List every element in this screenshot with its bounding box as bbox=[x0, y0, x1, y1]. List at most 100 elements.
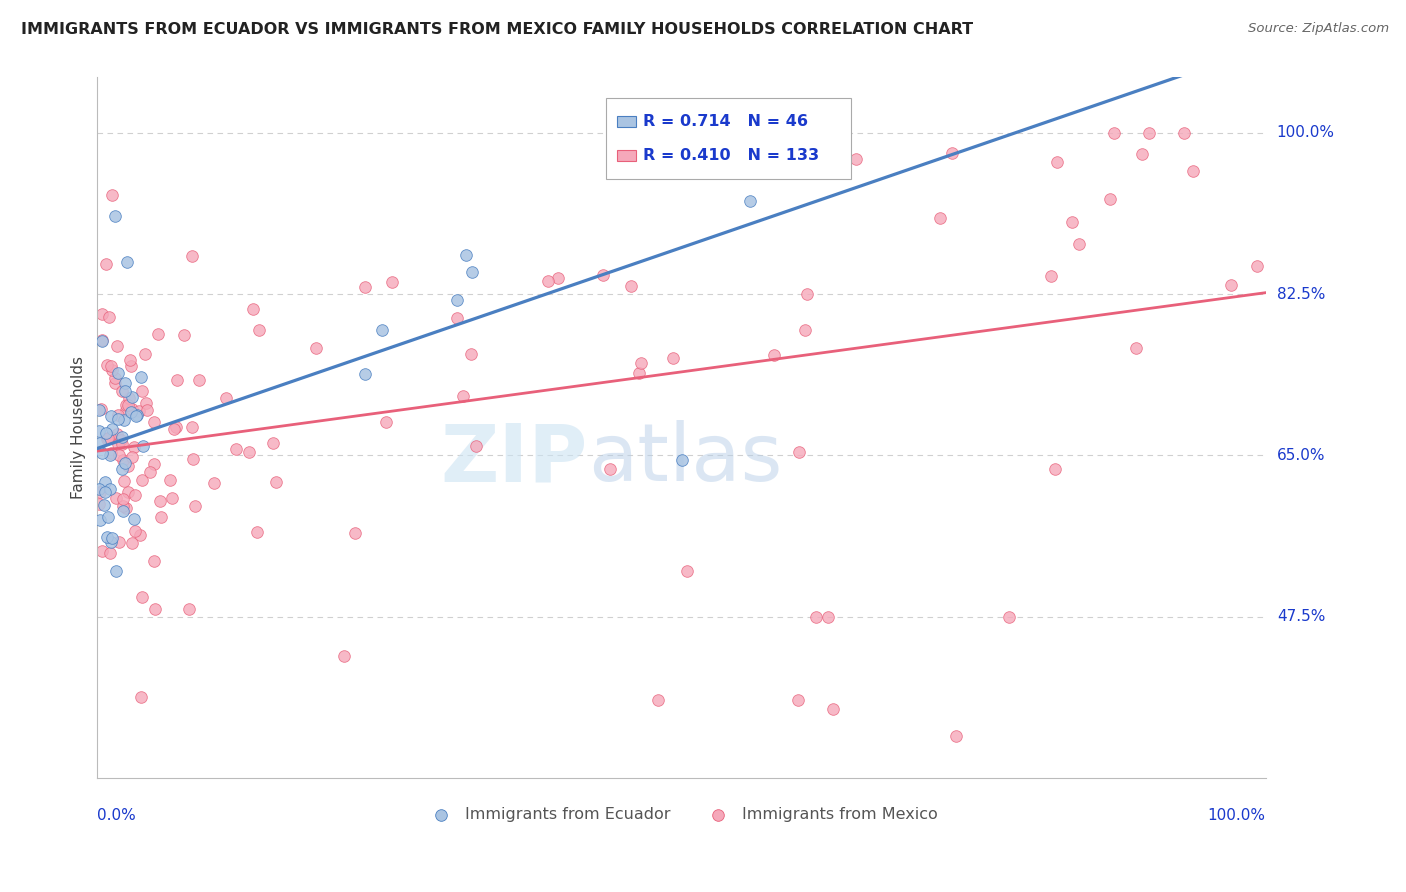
Point bbox=[89, 424, 111, 438]
Point bbox=[131, 384, 153, 398]
Point bbox=[354, 367, 377, 381]
Point bbox=[446, 293, 468, 308]
Point bbox=[112, 499, 135, 513]
Point bbox=[105, 564, 128, 578]
Point bbox=[163, 422, 186, 436]
Point bbox=[134, 347, 156, 361]
Point bbox=[96, 433, 118, 447]
Point bbox=[90, 446, 112, 460]
Point bbox=[89, 402, 111, 417]
Point bbox=[125, 409, 148, 423]
Point bbox=[105, 426, 128, 441]
Point bbox=[93, 484, 115, 499]
Point bbox=[117, 398, 139, 412]
Point bbox=[101, 532, 124, 546]
Point bbox=[464, 439, 486, 453]
Point bbox=[179, 601, 201, 615]
Point bbox=[456, 248, 478, 262]
Point bbox=[114, 398, 136, 412]
Point bbox=[131, 590, 153, 604]
Point bbox=[1102, 126, 1125, 140]
Point bbox=[166, 373, 188, 387]
Point bbox=[111, 430, 134, 444]
Point bbox=[647, 692, 669, 706]
Point bbox=[381, 275, 404, 289]
Point bbox=[333, 648, 356, 663]
Point bbox=[120, 359, 142, 374]
Y-axis label: Family Households: Family Households bbox=[72, 356, 86, 500]
Point bbox=[90, 334, 112, 348]
Point bbox=[305, 341, 328, 355]
Legend: Immigrants from Ecuador, Immigrants from Mexico: Immigrants from Ecuador, Immigrants from… bbox=[425, 807, 938, 822]
Point bbox=[1219, 277, 1241, 292]
Point bbox=[100, 446, 122, 460]
Point bbox=[143, 415, 166, 429]
Point bbox=[1045, 462, 1067, 476]
Point bbox=[111, 492, 134, 507]
Point bbox=[121, 391, 143, 405]
Point bbox=[143, 602, 166, 616]
Point bbox=[1046, 155, 1069, 169]
Point bbox=[592, 268, 614, 282]
Point bbox=[98, 310, 121, 324]
Point bbox=[150, 510, 173, 524]
Point bbox=[98, 482, 121, 496]
Point bbox=[107, 366, 129, 380]
Point bbox=[238, 444, 260, 458]
Point bbox=[124, 409, 146, 424]
Point bbox=[120, 405, 142, 419]
Point bbox=[122, 441, 145, 455]
Point bbox=[115, 254, 138, 268]
Point bbox=[104, 376, 127, 391]
Point bbox=[128, 528, 150, 542]
Point bbox=[89, 482, 111, 496]
Point bbox=[136, 403, 159, 417]
Point bbox=[108, 448, 131, 462]
Point bbox=[132, 439, 155, 453]
Point bbox=[1137, 126, 1160, 140]
Point bbox=[202, 475, 225, 490]
Point bbox=[90, 543, 112, 558]
Point bbox=[129, 369, 152, 384]
Point bbox=[110, 433, 132, 447]
Point bbox=[89, 485, 111, 500]
Text: 47.5%: 47.5% bbox=[1277, 609, 1324, 624]
Point bbox=[118, 391, 141, 405]
Point bbox=[246, 525, 269, 540]
Point bbox=[1060, 215, 1083, 229]
Point bbox=[740, 194, 762, 209]
Point bbox=[100, 422, 122, 436]
Point bbox=[108, 534, 131, 549]
Point bbox=[165, 420, 187, 434]
Point bbox=[242, 301, 264, 316]
Point bbox=[343, 525, 366, 540]
Point bbox=[114, 384, 136, 398]
Point bbox=[796, 126, 818, 140]
Point bbox=[97, 431, 120, 445]
Text: Source: ZipAtlas.com: Source: ZipAtlas.com bbox=[1249, 22, 1389, 36]
Point bbox=[112, 503, 135, 517]
Point bbox=[997, 609, 1019, 624]
Point bbox=[94, 425, 117, 440]
Point bbox=[370, 323, 392, 337]
Point bbox=[787, 444, 810, 458]
Point bbox=[184, 499, 207, 513]
Point bbox=[135, 396, 157, 410]
Point bbox=[173, 327, 195, 342]
Point bbox=[90, 333, 112, 347]
Point bbox=[763, 348, 786, 362]
Point bbox=[93, 498, 115, 512]
Point bbox=[121, 401, 143, 416]
Point bbox=[114, 376, 136, 391]
Point bbox=[104, 371, 127, 385]
Point bbox=[928, 211, 950, 226]
Text: R = 0.714   N = 46: R = 0.714 N = 46 bbox=[643, 114, 808, 129]
Point bbox=[129, 690, 152, 704]
Point bbox=[1130, 147, 1153, 161]
Point bbox=[823, 702, 845, 716]
Point bbox=[104, 491, 127, 506]
Point bbox=[630, 356, 652, 370]
Point bbox=[375, 415, 398, 429]
Point bbox=[941, 145, 963, 160]
Point bbox=[100, 362, 122, 376]
